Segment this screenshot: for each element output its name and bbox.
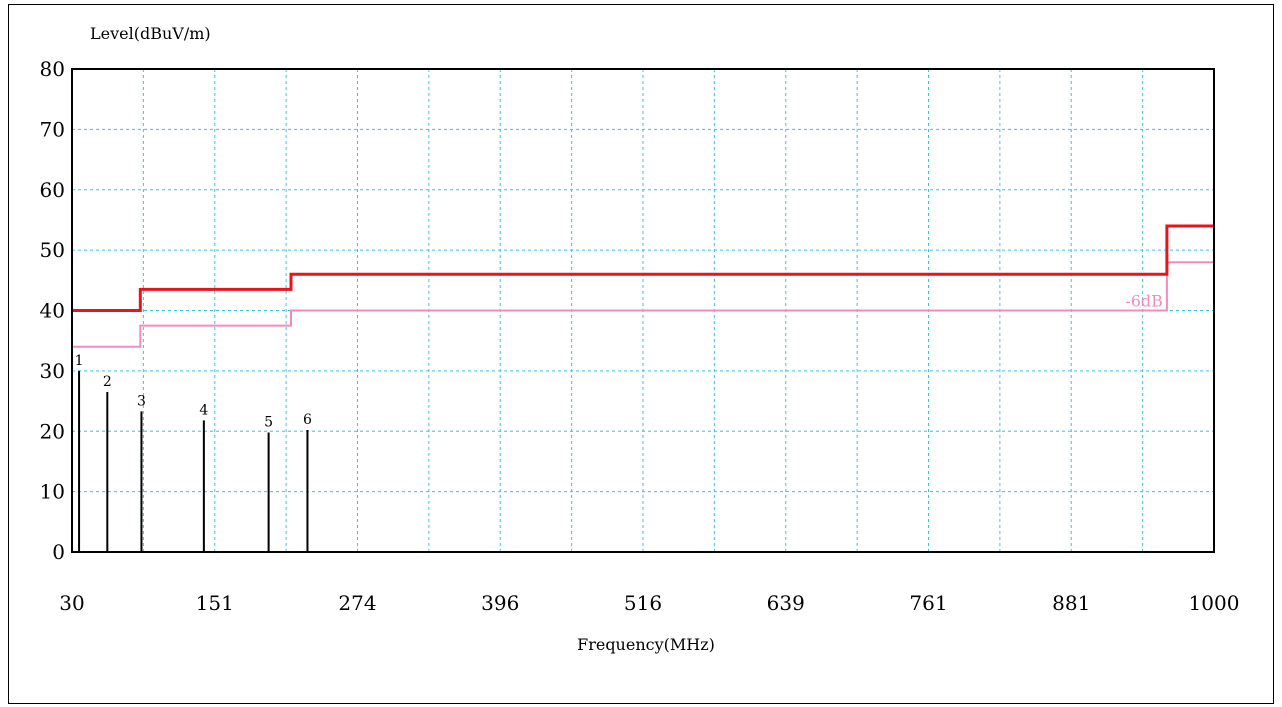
peak-markers: 1 2 3 4 5 6 [75, 353, 312, 552]
x-tick-label: 30 [59, 591, 84, 615]
x-tick-label: 881 [1052, 591, 1090, 615]
x-tick-label: 396 [481, 591, 519, 615]
y-axis-label: Level(dBuV/m) [90, 24, 211, 43]
x-tick-labels: 30 151 274 396 516 639 761 881 1000 [59, 591, 1239, 615]
y-tick-labels: 0 10 20 30 40 50 60 70 80 [40, 57, 65, 564]
y-tick-label: 60 [40, 178, 65, 202]
peak-label: 6 [303, 412, 312, 428]
peak-label: 2 [103, 374, 112, 390]
y-tick-label: 0 [52, 540, 65, 564]
peak-label: 4 [199, 402, 208, 418]
y-tick-label: 80 [40, 57, 65, 81]
x-tick-label: 761 [909, 591, 947, 615]
y-tick-label: 20 [40, 419, 65, 443]
y-tick-label: 70 [40, 117, 65, 141]
x-tick-label: 1000 [1189, 591, 1240, 615]
x-axis-label: Frequency(MHz) [577, 635, 715, 654]
x-tick-label: 516 [624, 591, 662, 615]
chart-frame: 0 10 20 30 40 50 60 70 80 30 151 274 396 516 639 761 88… [8, 4, 1274, 704]
peak-label: 1 [75, 353, 84, 369]
x-tick-label: 274 [338, 591, 376, 615]
y-tick-label: 10 [40, 480, 65, 504]
peak-label: 5 [264, 414, 273, 430]
x-tick-label: 639 [767, 591, 805, 615]
peak-label: 3 [137, 393, 146, 409]
x-tick-label: 151 [196, 591, 234, 615]
margin-line-label: -6dB [1125, 292, 1163, 311]
y-tick-label: 30 [40, 359, 65, 383]
y-tick-label: 50 [40, 238, 65, 262]
y-tick-label: 40 [40, 299, 65, 323]
